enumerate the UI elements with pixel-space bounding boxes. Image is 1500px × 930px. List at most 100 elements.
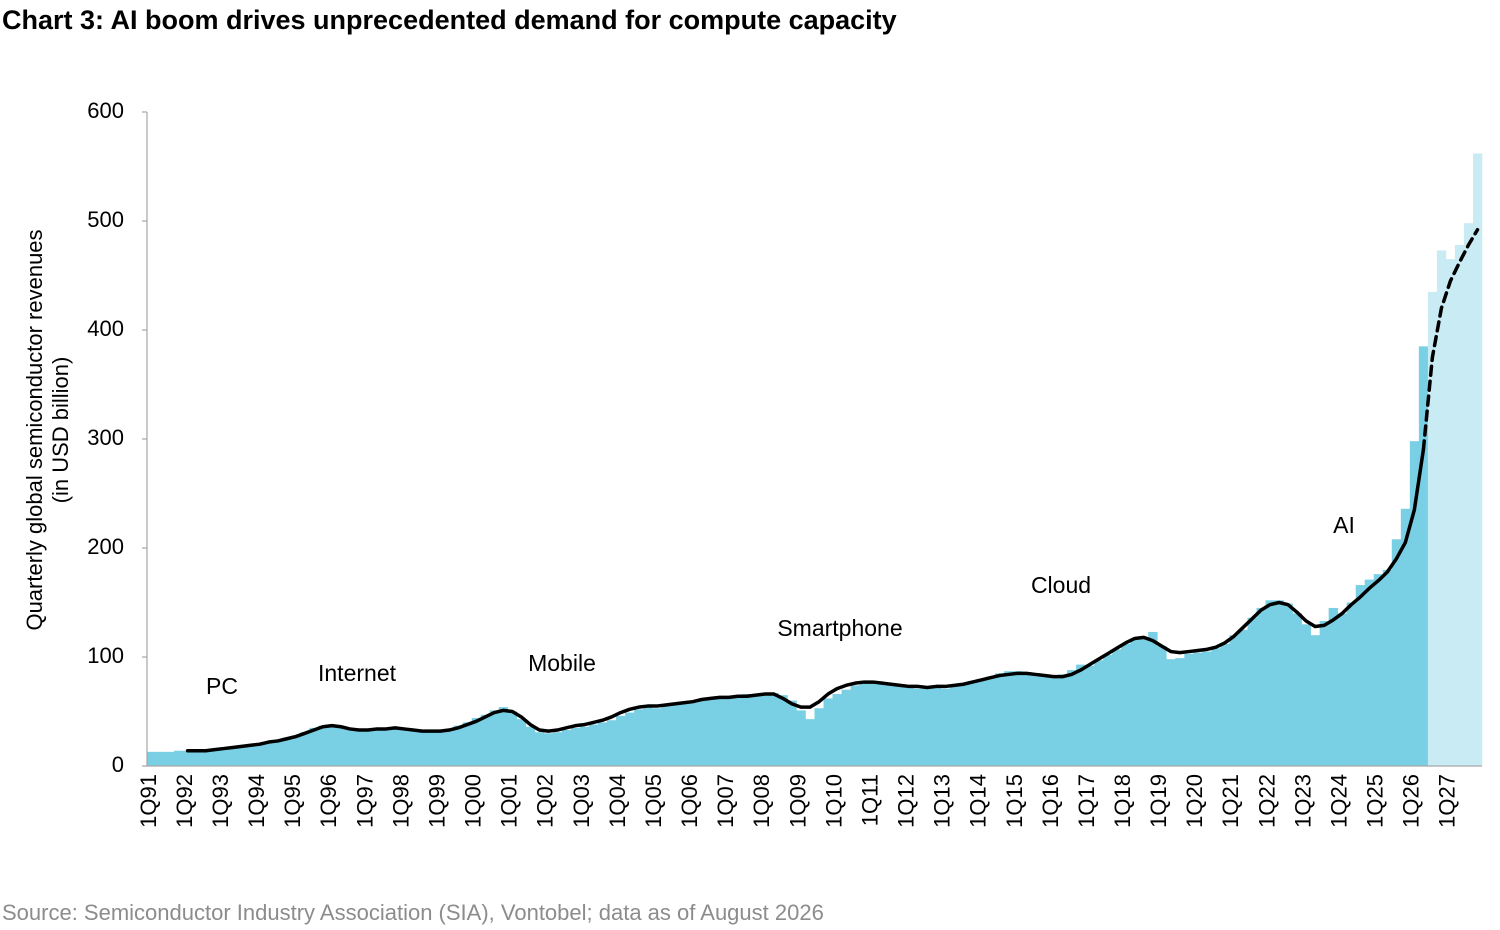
annotation: Internet — [318, 660, 397, 686]
bar — [598, 722, 608, 766]
x-tick-label: 1Q25 — [1363, 774, 1388, 828]
x-tick-label: 1Q22 — [1254, 774, 1279, 828]
bar — [183, 750, 193, 766]
x-tick-label: 1Q01 — [497, 774, 522, 828]
source-note: Source: Semiconductor Industry Associati… — [2, 900, 824, 925]
bar — [192, 750, 202, 766]
bar — [543, 733, 554, 766]
bar — [156, 751, 166, 766]
bar — [552, 732, 563, 766]
bar — [823, 698, 833, 766]
x-tick-label: 1Q17 — [1074, 774, 1099, 828]
bar — [994, 673, 1005, 766]
bar — [985, 676, 996, 766]
bar — [1148, 631, 1158, 766]
bar — [733, 696, 743, 766]
bar — [742, 694, 752, 766]
bar — [372, 730, 382, 766]
bar — [462, 722, 473, 766]
annotation: Smartphone — [777, 615, 902, 641]
bar — [273, 739, 283, 766]
x-tick-label: 1Q97 — [352, 774, 377, 828]
bar — [417, 732, 427, 766]
x-tick-label: 1Q21 — [1218, 774, 1243, 828]
bar — [967, 680, 978, 766]
bar — [534, 732, 545, 766]
bar — [607, 720, 617, 766]
bar — [1076, 664, 1086, 766]
chart-title: Chart 3: AI boom drives unprecedented de… — [2, 5, 897, 35]
bar — [760, 694, 770, 766]
bar — [219, 748, 229, 766]
bar — [949, 686, 960, 766]
bar — [1427, 291, 1438, 766]
bar — [255, 744, 265, 766]
y-tick-label: 300 — [87, 425, 124, 450]
x-tick-label: 1Q10 — [821, 774, 846, 828]
bar — [1175, 658, 1185, 766]
bar — [1058, 674, 1068, 766]
x-tick-label: 1Q11 — [857, 774, 882, 826]
bar — [868, 683, 878, 766]
x-tick-label: 1Q95 — [280, 774, 305, 828]
bar — [435, 730, 445, 766]
bar — [1256, 607, 1266, 766]
bar — [1319, 621, 1329, 766]
bar — [1040, 674, 1050, 766]
bar — [877, 683, 887, 766]
bar — [1229, 635, 1239, 766]
bar — [327, 725, 337, 766]
bar — [1094, 660, 1104, 766]
bar — [1003, 671, 1014, 766]
bar — [381, 727, 391, 766]
bar — [976, 678, 987, 766]
bar — [1085, 665, 1095, 766]
bar — [1067, 670, 1077, 766]
bar — [796, 710, 806, 766]
bar — [616, 715, 626, 766]
bar — [1139, 637, 1149, 766]
bar — [1472, 153, 1483, 767]
bar — [1103, 654, 1113, 766]
x-tick-label: 1Q08 — [749, 774, 774, 828]
bar — [1030, 673, 1041, 766]
bar — [507, 711, 518, 766]
bar — [1355, 585, 1366, 766]
x-tick-label: 1Q98 — [388, 774, 413, 828]
bar — [661, 706, 671, 766]
bar — [769, 692, 779, 766]
x-tick-label: 1Q13 — [930, 774, 955, 828]
bar — [237, 746, 247, 766]
bar — [1220, 643, 1230, 766]
bar — [1292, 613, 1302, 766]
bar — [1454, 244, 1465, 767]
bar — [1409, 441, 1420, 766]
bar — [643, 707, 653, 766]
bar — [309, 727, 319, 766]
bar — [1184, 653, 1194, 766]
bar — [1130, 639, 1140, 766]
bar — [1283, 603, 1293, 766]
bar — [1463, 223, 1474, 766]
bar — [489, 710, 500, 766]
bar — [706, 698, 716, 766]
bar — [832, 694, 842, 766]
bar — [913, 688, 924, 766]
bar — [1193, 652, 1203, 766]
annotation: Mobile — [528, 650, 596, 676]
x-tick-label: 1Q92 — [172, 774, 197, 828]
bar — [895, 685, 906, 766]
x-tick-label: 1Q94 — [244, 774, 269, 828]
bar — [480, 714, 491, 766]
bar — [165, 751, 175, 766]
bar — [498, 707, 509, 766]
x-tick-label: 1Q26 — [1399, 774, 1424, 828]
bar — [1373, 574, 1384, 766]
bar — [318, 725, 328, 766]
bar — [1157, 646, 1167, 766]
bar — [805, 719, 815, 766]
annotation: AI — [1333, 512, 1355, 538]
bar — [625, 712, 635, 766]
x-tick-label: 1Q93 — [208, 774, 233, 828]
bar — [426, 731, 436, 766]
